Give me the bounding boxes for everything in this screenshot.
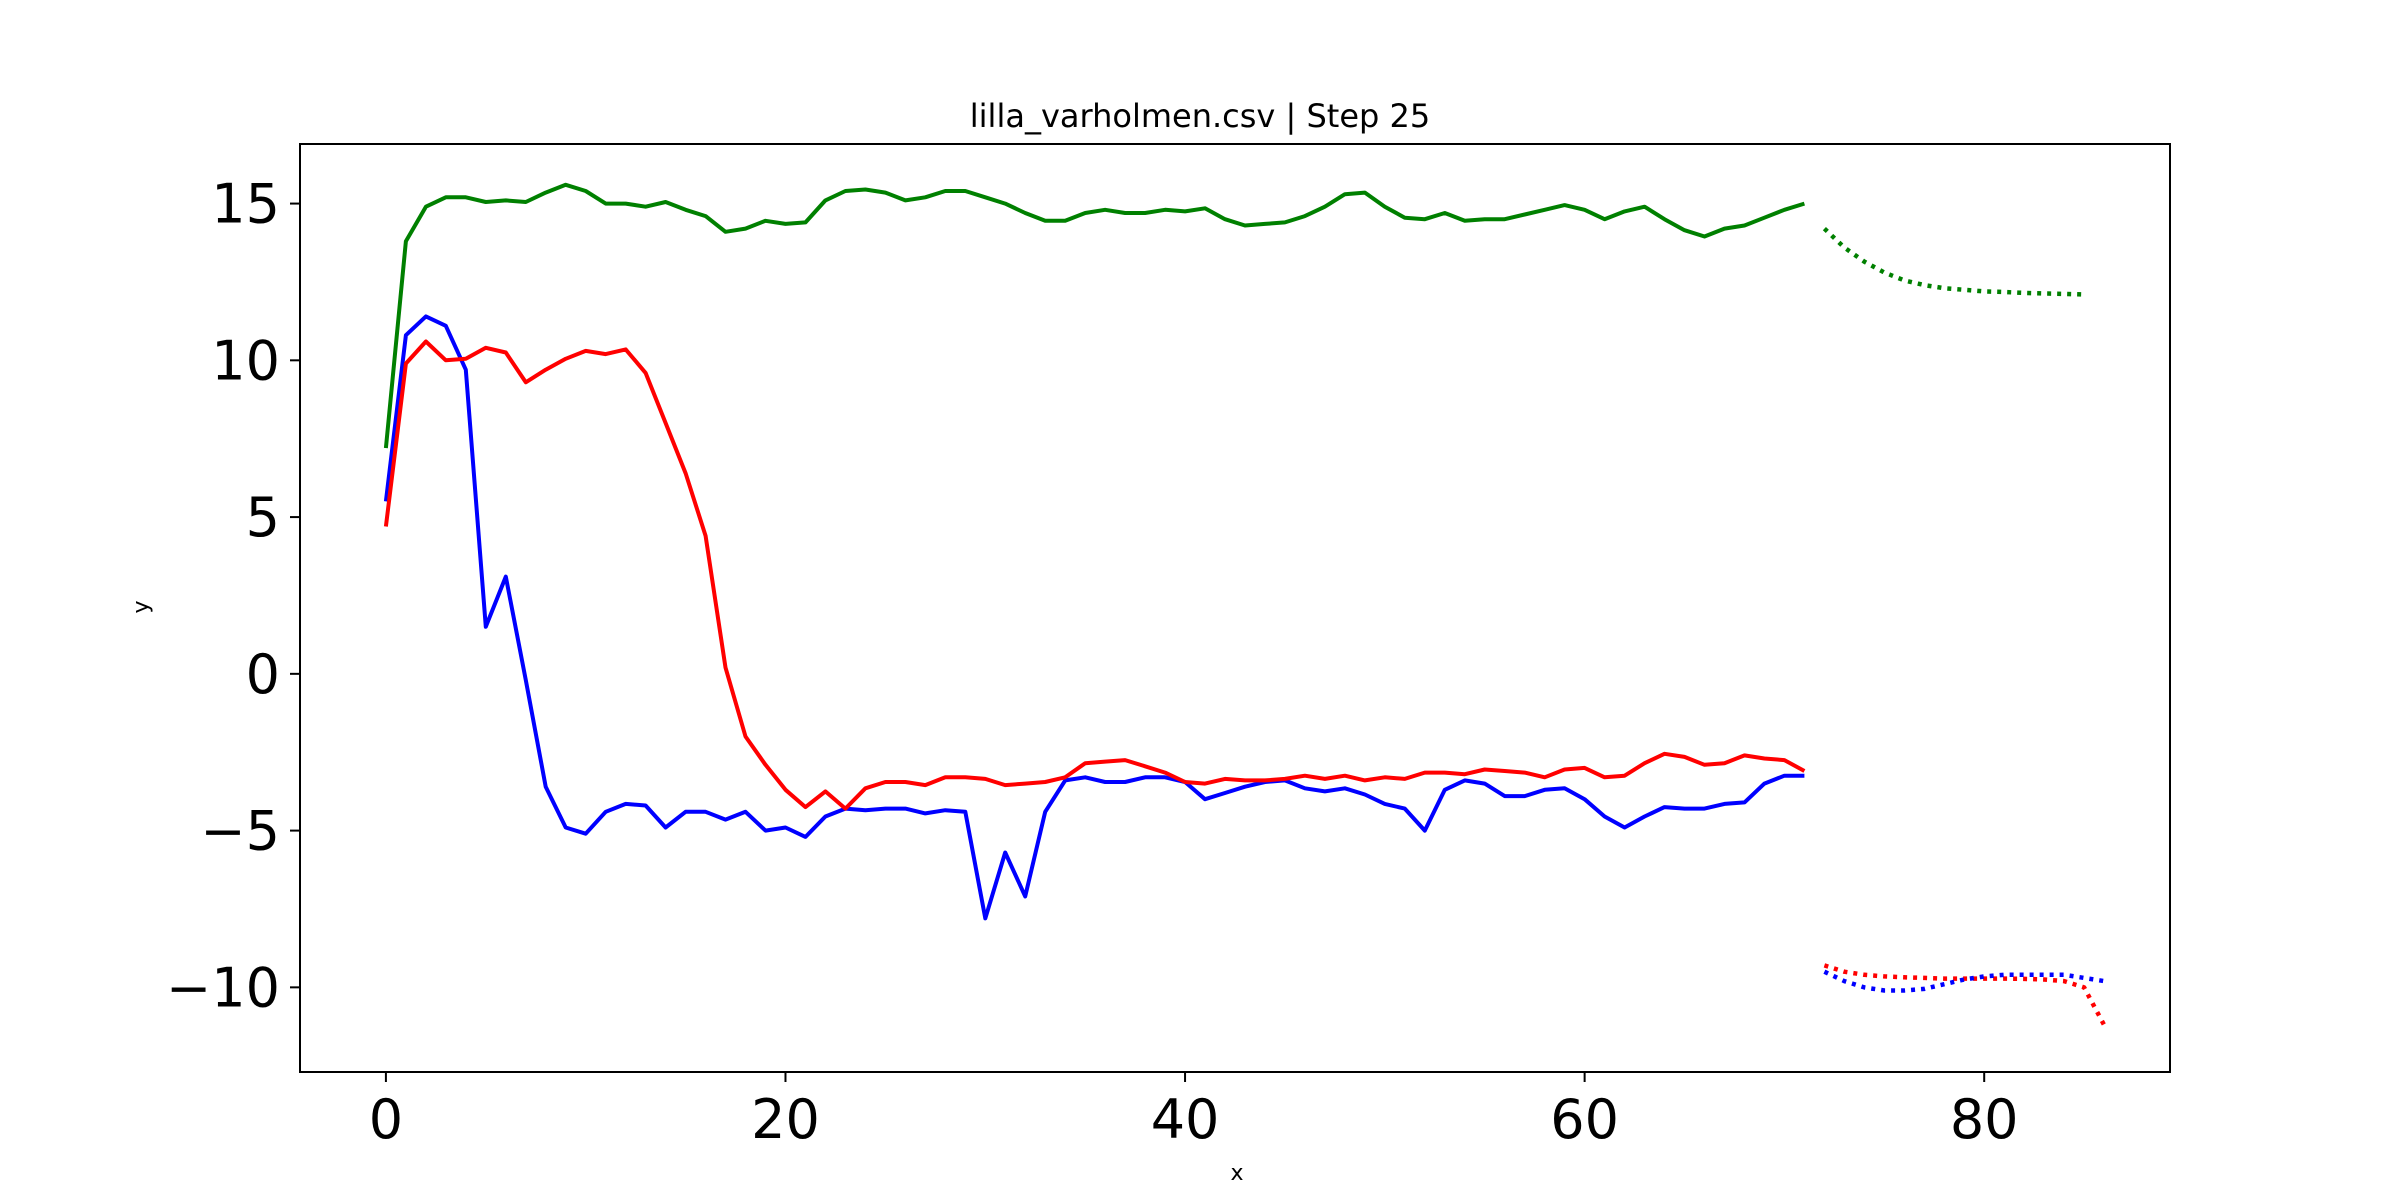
x-tick-label: 60 bbox=[1550, 1088, 1619, 1151]
y-tick-label: 5 bbox=[246, 486, 280, 549]
x-axis-ticks: 0 20 40 60 80 bbox=[369, 1072, 2019, 1151]
series-line-5 bbox=[1823, 963, 2107, 1027]
x-tick-label: 20 bbox=[751, 1088, 820, 1151]
chart-title: lilla_varholmen.csv | Step 25 bbox=[970, 97, 1430, 135]
series-line-4 bbox=[1822, 226, 2085, 297]
x-tick-label: 40 bbox=[1151, 1088, 1220, 1151]
x-tick-label: 80 bbox=[1950, 1088, 2019, 1151]
x-axis-label: x bbox=[1230, 1161, 1243, 1186]
y-tick-label: 15 bbox=[211, 173, 280, 236]
y-tick-label: 0 bbox=[246, 643, 280, 706]
y-tick-label: 10 bbox=[211, 329, 280, 392]
plot-frame bbox=[299, 143, 2171, 1073]
y-tick-label: −5 bbox=[200, 800, 280, 863]
series-line-2 bbox=[383, 314, 1805, 921]
x-tick-label: 0 bbox=[369, 1088, 403, 1151]
y-axis-ticks: 15 10 5 0 −5 −10 bbox=[166, 173, 300, 1019]
series-line-1 bbox=[383, 182, 1805, 449]
y-axis-label: y bbox=[129, 600, 154, 613]
y-tick-label: −10 bbox=[166, 956, 280, 1019]
plot-area bbox=[383, 182, 2107, 1027]
series-line-3 bbox=[383, 339, 1806, 811]
